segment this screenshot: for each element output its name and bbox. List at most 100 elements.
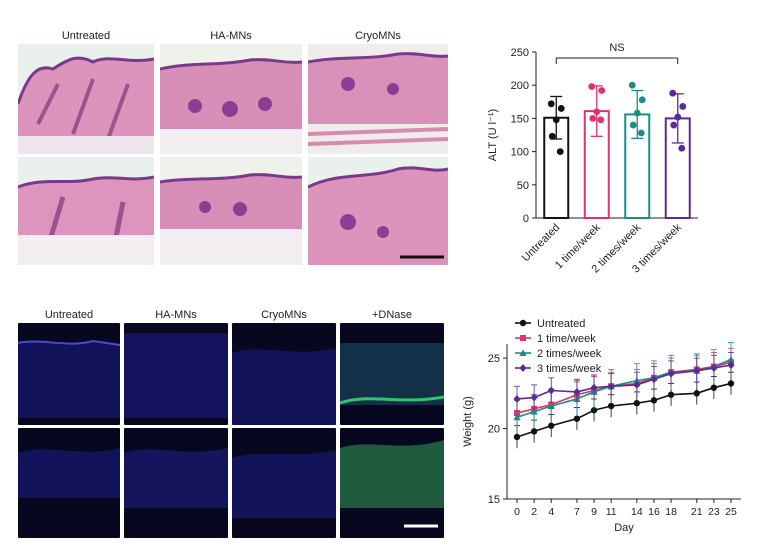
data-point bbox=[607, 402, 615, 410]
legend-marker bbox=[520, 335, 526, 341]
data-point bbox=[710, 384, 718, 391]
weight-line-chart: 15 20 25 Weight (g) 0 2 4 7 9 11 14 16 18 21 23 25 Day Un… bbox=[462, 318, 741, 534]
data-point bbox=[513, 394, 521, 403]
data-point bbox=[633, 109, 641, 117]
data-point bbox=[547, 100, 555, 108]
he-col-label-untreated: Untreated bbox=[61, 30, 111, 42]
x-tick-label: 9 bbox=[591, 506, 597, 518]
x-tick-label: 25 bbox=[725, 506, 737, 518]
data-point bbox=[513, 433, 521, 441]
fl-image-cryomns-1 bbox=[232, 323, 336, 425]
data-point bbox=[548, 422, 555, 429]
data-point bbox=[693, 390, 700, 397]
data-point bbox=[633, 399, 641, 407]
y-tick-label: 200 bbox=[511, 80, 529, 92]
he-image-untreated-2 bbox=[18, 157, 154, 265]
x-axis-label: Day bbox=[614, 522, 634, 534]
fl-image-ha-mns-1 bbox=[124, 323, 228, 425]
data-point bbox=[588, 83, 596, 90]
he-col-label-ha-mns: HA-MNs bbox=[210, 30, 252, 42]
legend-label: 3 times/week bbox=[537, 363, 602, 375]
data-point bbox=[547, 402, 555, 409]
x-tick-label: 16 bbox=[648, 506, 660, 518]
legend-marker bbox=[519, 349, 527, 356]
y-tick-label: 250 bbox=[511, 47, 529, 59]
data-point bbox=[650, 397, 658, 404]
he-image-cryomns-1 bbox=[308, 44, 448, 154]
y-tick-label: 50 bbox=[517, 180, 529, 192]
data-point bbox=[530, 393, 538, 402]
x-tick-label: 23 bbox=[708, 506, 720, 518]
fl-image-dnase-2 bbox=[340, 428, 444, 538]
data-point bbox=[556, 148, 564, 155]
he-image-cryomns-2 bbox=[308, 157, 448, 265]
y-tick-label: 15 bbox=[488, 494, 500, 506]
data-point bbox=[597, 116, 605, 124]
data-point bbox=[513, 413, 521, 421]
fl-col-label-untreated: Untreated bbox=[44, 309, 94, 321]
data-point bbox=[727, 361, 735, 370]
fl-col-label-ha-mns: HA-MNs bbox=[155, 309, 197, 321]
legend-marker bbox=[519, 364, 527, 372]
fl-col-label-cryomns: CryoMNs bbox=[261, 309, 307, 321]
x-tick-label: 7 bbox=[574, 506, 580, 518]
data-point bbox=[552, 116, 560, 124]
legend-label: Untreated bbox=[537, 318, 585, 330]
y-tick-label: 100 bbox=[511, 147, 529, 159]
y-axis-label: Weight (g) bbox=[462, 396, 474, 447]
data-point bbox=[674, 113, 682, 121]
x-tick-label: 21 bbox=[691, 506, 703, 518]
data-point bbox=[727, 380, 735, 387]
legend-label: 1 time/week bbox=[537, 333, 596, 345]
data-point bbox=[667, 391, 675, 398]
significance-label: NS bbox=[609, 42, 624, 54]
data-point bbox=[548, 132, 556, 140]
data-point bbox=[573, 387, 581, 396]
y-tick-label: 20 bbox=[488, 424, 500, 436]
he-image-untreated-1 bbox=[18, 44, 154, 154]
data-point bbox=[590, 407, 598, 414]
data-point bbox=[638, 96, 646, 104]
data-point bbox=[557, 105, 565, 112]
data-point bbox=[590, 383, 598, 392]
data-point bbox=[628, 81, 636, 89]
data-point bbox=[710, 363, 718, 372]
data-point bbox=[693, 366, 701, 375]
data-point bbox=[667, 369, 675, 378]
data-point bbox=[573, 415, 581, 422]
data-point bbox=[670, 121, 678, 129]
y-tick-label: 0 bbox=[523, 213, 529, 225]
data-point bbox=[678, 144, 686, 152]
data-point bbox=[650, 375, 658, 384]
data-point bbox=[679, 103, 687, 110]
legend-label: 2 times/week bbox=[537, 348, 602, 360]
x-tick-label: 0 bbox=[514, 506, 520, 518]
x-tick-label: 2 bbox=[531, 506, 537, 518]
fl-image-untreated-2 bbox=[18, 428, 120, 538]
y-tick-label: 150 bbox=[511, 113, 529, 125]
fl-image-ha-mns-2 bbox=[124, 428, 228, 538]
data-point bbox=[530, 428, 538, 435]
data-point bbox=[593, 108, 601, 116]
data-point bbox=[629, 121, 637, 129]
he-image-ha-mns-2 bbox=[160, 157, 302, 265]
he-col-label-cryomns: CryoMNs bbox=[355, 30, 401, 42]
x-tick-label: 11 bbox=[606, 506, 617, 518]
data-point bbox=[633, 380, 641, 389]
data-point bbox=[598, 87, 606, 94]
x-tick-label: 18 bbox=[665, 506, 677, 518]
fl-image-untreated-1 bbox=[18, 323, 120, 425]
fl-image-dnase-1 bbox=[340, 323, 444, 425]
y-tick-label: 25 bbox=[488, 353, 500, 365]
data-point bbox=[637, 129, 645, 137]
x-tick-label: 14 bbox=[631, 506, 643, 518]
legend-marker bbox=[519, 319, 527, 327]
x-tick-label: 4 bbox=[548, 506, 554, 518]
data-point bbox=[607, 382, 615, 391]
fl-col-label-dnase: +DNase bbox=[371, 309, 413, 321]
data-point bbox=[589, 115, 597, 122]
data-point bbox=[547, 386, 555, 395]
he-image-ha-mns-1 bbox=[160, 44, 302, 154]
category-label: Untreated bbox=[520, 222, 563, 265]
